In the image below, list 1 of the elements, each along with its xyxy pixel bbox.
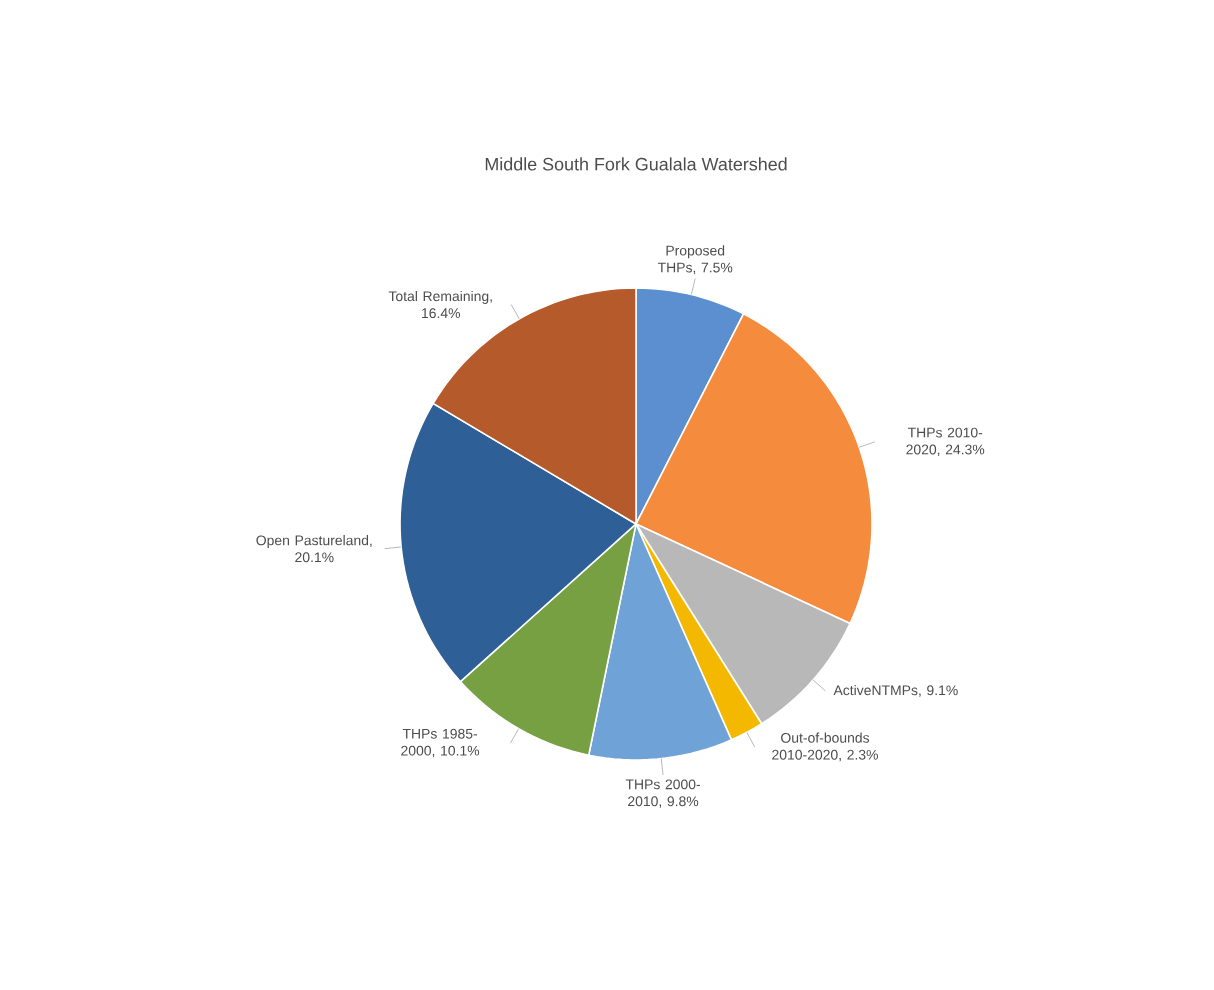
chart-title: Middle South Fork Gualala Watershed (485, 157, 787, 171)
